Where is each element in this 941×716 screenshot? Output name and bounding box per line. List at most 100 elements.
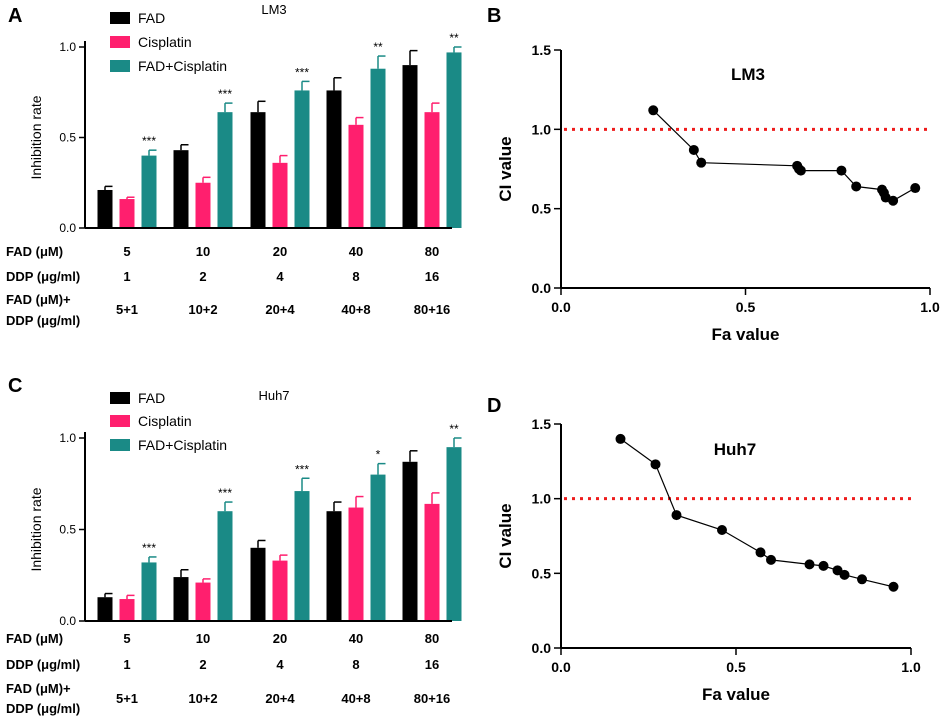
- y-axis-label-b: CI value: [496, 136, 515, 201]
- data-point-d: [818, 560, 829, 571]
- table-label-combo-line1-a: FAD (μM)+: [6, 292, 71, 307]
- bar-a: [97, 189, 113, 228]
- significance-label-c: **: [449, 422, 459, 436]
- bar-a: [446, 52, 462, 229]
- table-combo-value-c: 10+2: [188, 691, 217, 706]
- y-tick-label-b: 0.0: [532, 280, 552, 296]
- bar-a: [250, 112, 266, 228]
- bar-a: [119, 199, 135, 228]
- bar-c: [402, 461, 418, 621]
- data-point-b: [648, 105, 659, 116]
- table-fad-value-c: 80: [425, 631, 439, 646]
- y-tick-label-a: 0.5: [59, 131, 76, 145]
- panel-label-c: C: [8, 375, 22, 397]
- x-tick-label-d: 1.0: [901, 659, 921, 675]
- data-point-d: [650, 459, 661, 470]
- data-point-d: [804, 559, 815, 570]
- y-tick-label-d: 0.5: [532, 565, 552, 581]
- chart-title-c: Huh7: [258, 388, 289, 403]
- data-point-d: [839, 569, 850, 580]
- table-label-combo-line2-c: DDP (μg/ml): [6, 701, 80, 716]
- table-combo-value-c: 80+16: [414, 691, 451, 706]
- x-tick-label-d: 0.0: [551, 659, 571, 675]
- table-fad-value-a: 5: [123, 244, 130, 259]
- legend-label-c: FAD+Cisplatin: [138, 437, 227, 453]
- data-point-d: [888, 581, 899, 592]
- table-combo-value-a: 5+1: [116, 302, 138, 317]
- bar-c: [217, 511, 233, 621]
- legend-swatch-c: [110, 392, 130, 404]
- table-fad-value-a: 80: [425, 244, 439, 259]
- bar-c: [370, 474, 386, 621]
- panel-label-d: D: [487, 395, 501, 417]
- bar-c: [446, 447, 462, 621]
- legend-swatch-a: [110, 36, 130, 48]
- data-point-b: [888, 195, 899, 206]
- bar-a: [217, 112, 233, 228]
- y-axis-label-d: CI value: [496, 503, 515, 568]
- bar-c: [348, 507, 364, 621]
- significance-label-a: ***: [218, 87, 232, 101]
- y-tick-label-b: 1.0: [532, 121, 552, 137]
- bar-a: [294, 90, 310, 228]
- significance-label-a: ***: [142, 134, 156, 148]
- table-combo-value-a: 40+8: [341, 302, 370, 317]
- table-fad-value-a: 40: [349, 244, 363, 259]
- bar-a: [173, 150, 189, 228]
- table-fad-value-c: 5: [123, 631, 130, 646]
- table-fad-value-c: 40: [349, 631, 363, 646]
- table-combo-value-c: 5+1: [116, 691, 138, 706]
- table-combo-value-a: 80+16: [414, 302, 451, 317]
- panel-label-a: A: [8, 5, 22, 27]
- table-ddp-value-c: 8: [352, 657, 359, 672]
- data-point-d: [671, 510, 682, 521]
- data-point-b: [836, 165, 847, 176]
- legend-label-a: Cisplatin: [138, 34, 192, 50]
- legend-swatch-c: [110, 439, 130, 451]
- table-ddp-value-a: 16: [425, 269, 439, 284]
- x-tick-label-b: 0.5: [736, 299, 756, 315]
- panel-label-b: B: [487, 5, 501, 27]
- bar-a: [424, 112, 440, 228]
- table-label-fad-a: FAD (μM): [6, 244, 63, 259]
- data-point-b: [795, 165, 806, 176]
- y-tick-label-c: 0.5: [59, 523, 76, 537]
- y-tick-label-a: 0.0: [59, 221, 76, 235]
- bar-a: [141, 155, 157, 228]
- table-fad-value-c: 20: [273, 631, 287, 646]
- table-label-ddp-c: DDP (μg/ml): [6, 657, 80, 672]
- bar-c: [250, 547, 266, 621]
- bar-a: [195, 182, 211, 228]
- data-point-b: [696, 157, 707, 168]
- bar-c: [141, 562, 157, 621]
- data-point-b: [851, 181, 862, 192]
- table-ddp-value-c: 2: [199, 657, 206, 672]
- table-ddp-value-a: 2: [199, 269, 206, 284]
- bar-a: [348, 124, 364, 228]
- data-point-b: [688, 144, 699, 155]
- legend-label-c: FAD: [138, 390, 165, 406]
- y-tick-label-d: 0.0: [532, 640, 552, 656]
- table-ddp-value-c: 4: [276, 657, 284, 672]
- series-line-b: [652, 109, 916, 202]
- table-fad-value-c: 10: [196, 631, 210, 646]
- legend-swatch-c: [110, 415, 130, 427]
- y-axis-label-c: Inhibition rate: [28, 487, 44, 571]
- bar-c: [173, 577, 189, 621]
- chart-title-a: LM3: [261, 2, 286, 17]
- series-line-d: [620, 438, 894, 588]
- significance-label-c: *: [376, 448, 381, 462]
- x-axis-label-b: Fa value: [711, 325, 779, 344]
- data-point-d: [717, 525, 727, 536]
- y-tick-label-d: 1.5: [532, 416, 552, 432]
- table-ddp-value-c: 16: [425, 657, 439, 672]
- y-tick-label-a: 1.0: [59, 40, 76, 54]
- legend-label-c: Cisplatin: [138, 413, 192, 429]
- significance-label-a: **: [373, 40, 383, 54]
- x-tick-label-d: 0.5: [726, 659, 746, 675]
- table-ddp-value-a: 1: [123, 269, 130, 284]
- y-tick-label-b: 0.5: [532, 201, 552, 217]
- significance-label-c: ***: [218, 486, 232, 500]
- legend-swatch-a: [110, 12, 130, 24]
